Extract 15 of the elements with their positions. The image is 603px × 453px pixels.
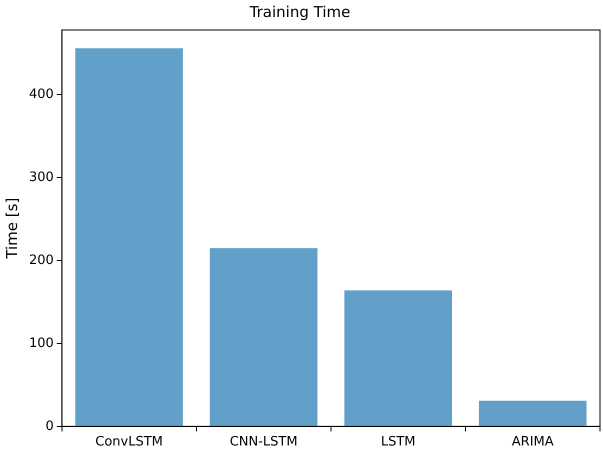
y-tick-label: 100 — [28, 336, 54, 351]
x-tick-label: ARIMA — [512, 434, 554, 450]
y-tick-label: 300 — [28, 170, 54, 185]
x-tick-label: LSTM — [380, 434, 416, 450]
x-tick-label: ConvLSTM — [95, 434, 163, 450]
y-tick-label: 400 — [28, 87, 54, 102]
bar — [210, 248, 318, 426]
bar — [344, 290, 452, 426]
chart-title: Training Time — [248, 2, 350, 21]
bar — [75, 48, 183, 426]
x-tick-label: CNN-LSTM — [230, 434, 298, 450]
y-tick-label: 200 — [28, 252, 54, 268]
y-axis-title: Time [s] — [2, 198, 21, 260]
bar — [478, 400, 587, 426]
y-tick-label: 0 — [46, 418, 54, 434]
